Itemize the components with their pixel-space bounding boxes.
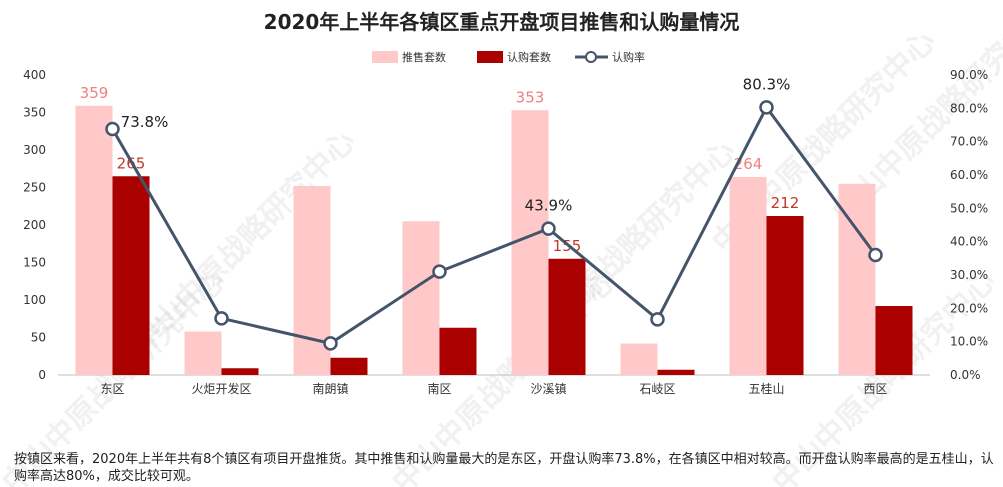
legend-swatch-pushed [372,51,398,63]
bar-subscribed [657,369,695,375]
y-left-tick-label: 400 [23,68,46,82]
rate-point [432,264,447,279]
y-right-tick-label: 20.0% [950,301,988,315]
y-left-tick-label: 0 [38,368,46,382]
rate-point [868,247,883,263]
legend-label-pushed: 推售套数 [402,50,446,64]
chart-title: 2020年上半年各镇区重点开盘项目推售和认购量情况 [263,10,740,34]
rate-label: 80.3% [743,75,791,93]
y-right-tick-label: 30.0% [950,268,988,282]
rate-label: 43.9% [525,197,573,215]
bar-pushed [620,343,658,375]
legend-marker-rate [585,51,597,63]
rate-point [105,121,120,137]
bar-subscribed [112,176,150,375]
y-left-tick-label: 350 [23,106,46,120]
bar-pushed [511,110,549,375]
y-right-tick-label: 90.0% [950,68,988,82]
legend-label-subscribed: 认购套数 [507,50,551,64]
x-tick-label: 南朗镇 [312,381,348,396]
y-left-tick-label: 200 [23,218,46,232]
bar-subscribed-label: 212 [771,194,800,212]
x-tick-label: 火炬开发区 [191,381,251,396]
y-left-tick-label: 300 [23,143,46,157]
bar-pushed [184,331,222,375]
y-right-tick-label: 10.0% [950,335,988,349]
bar-subscribed [221,368,259,375]
bar-pushed [75,105,113,375]
y-right-tick-label: 50.0% [950,201,988,215]
y-right-tick-label: 80.0% [950,101,988,115]
x-tick-label: 五桂山 [748,381,784,396]
bar-pushed-label: 359 [80,84,109,102]
rate-line [111,104,877,345]
rate-point [214,311,229,326]
y-left-tick-label: 100 [23,293,46,307]
y-right-tick-label: 70.0% [950,135,988,149]
bar-pushed [729,177,767,375]
y-left-tick-label: 150 [23,256,46,270]
bar-pushed [402,221,440,375]
bar-subscribed [439,327,477,375]
y-right-tick-label: 40.0% [950,235,988,249]
y-right-tick-label: 0.0% [950,368,981,382]
bar-subscribed [766,216,804,375]
x-tick-label: 西区 [863,382,887,396]
y-right-tick-label: 60.0% [950,168,988,182]
x-tick-label: 南区 [427,381,451,396]
footnote: 按镇区来看，2020年上半年共有8个镇区有项目开盘推货。其中推售和认购量最大的是… [14,452,994,484]
rate-point [541,221,556,236]
rate-label: 73.8% [121,113,169,131]
rate-point [323,336,338,351]
x-tick-label: 沙溪镇 [530,382,566,396]
bar-subscribed [330,357,368,375]
y-left-tick-label: 250 [23,181,46,195]
x-tick-label: 石岐区 [639,382,675,396]
rate-point [650,312,665,327]
bar-subscribed [548,258,586,375]
legend-label-rate: 认购率 [612,50,645,64]
x-tick-label: 东区 [100,382,124,396]
y-left-tick-label: 50 [31,331,46,345]
bar-pushed-label: 353 [516,88,545,106]
legend-swatch-subscribed [477,51,503,63]
rate-point [759,100,774,115]
bar-subscribed [875,306,913,375]
